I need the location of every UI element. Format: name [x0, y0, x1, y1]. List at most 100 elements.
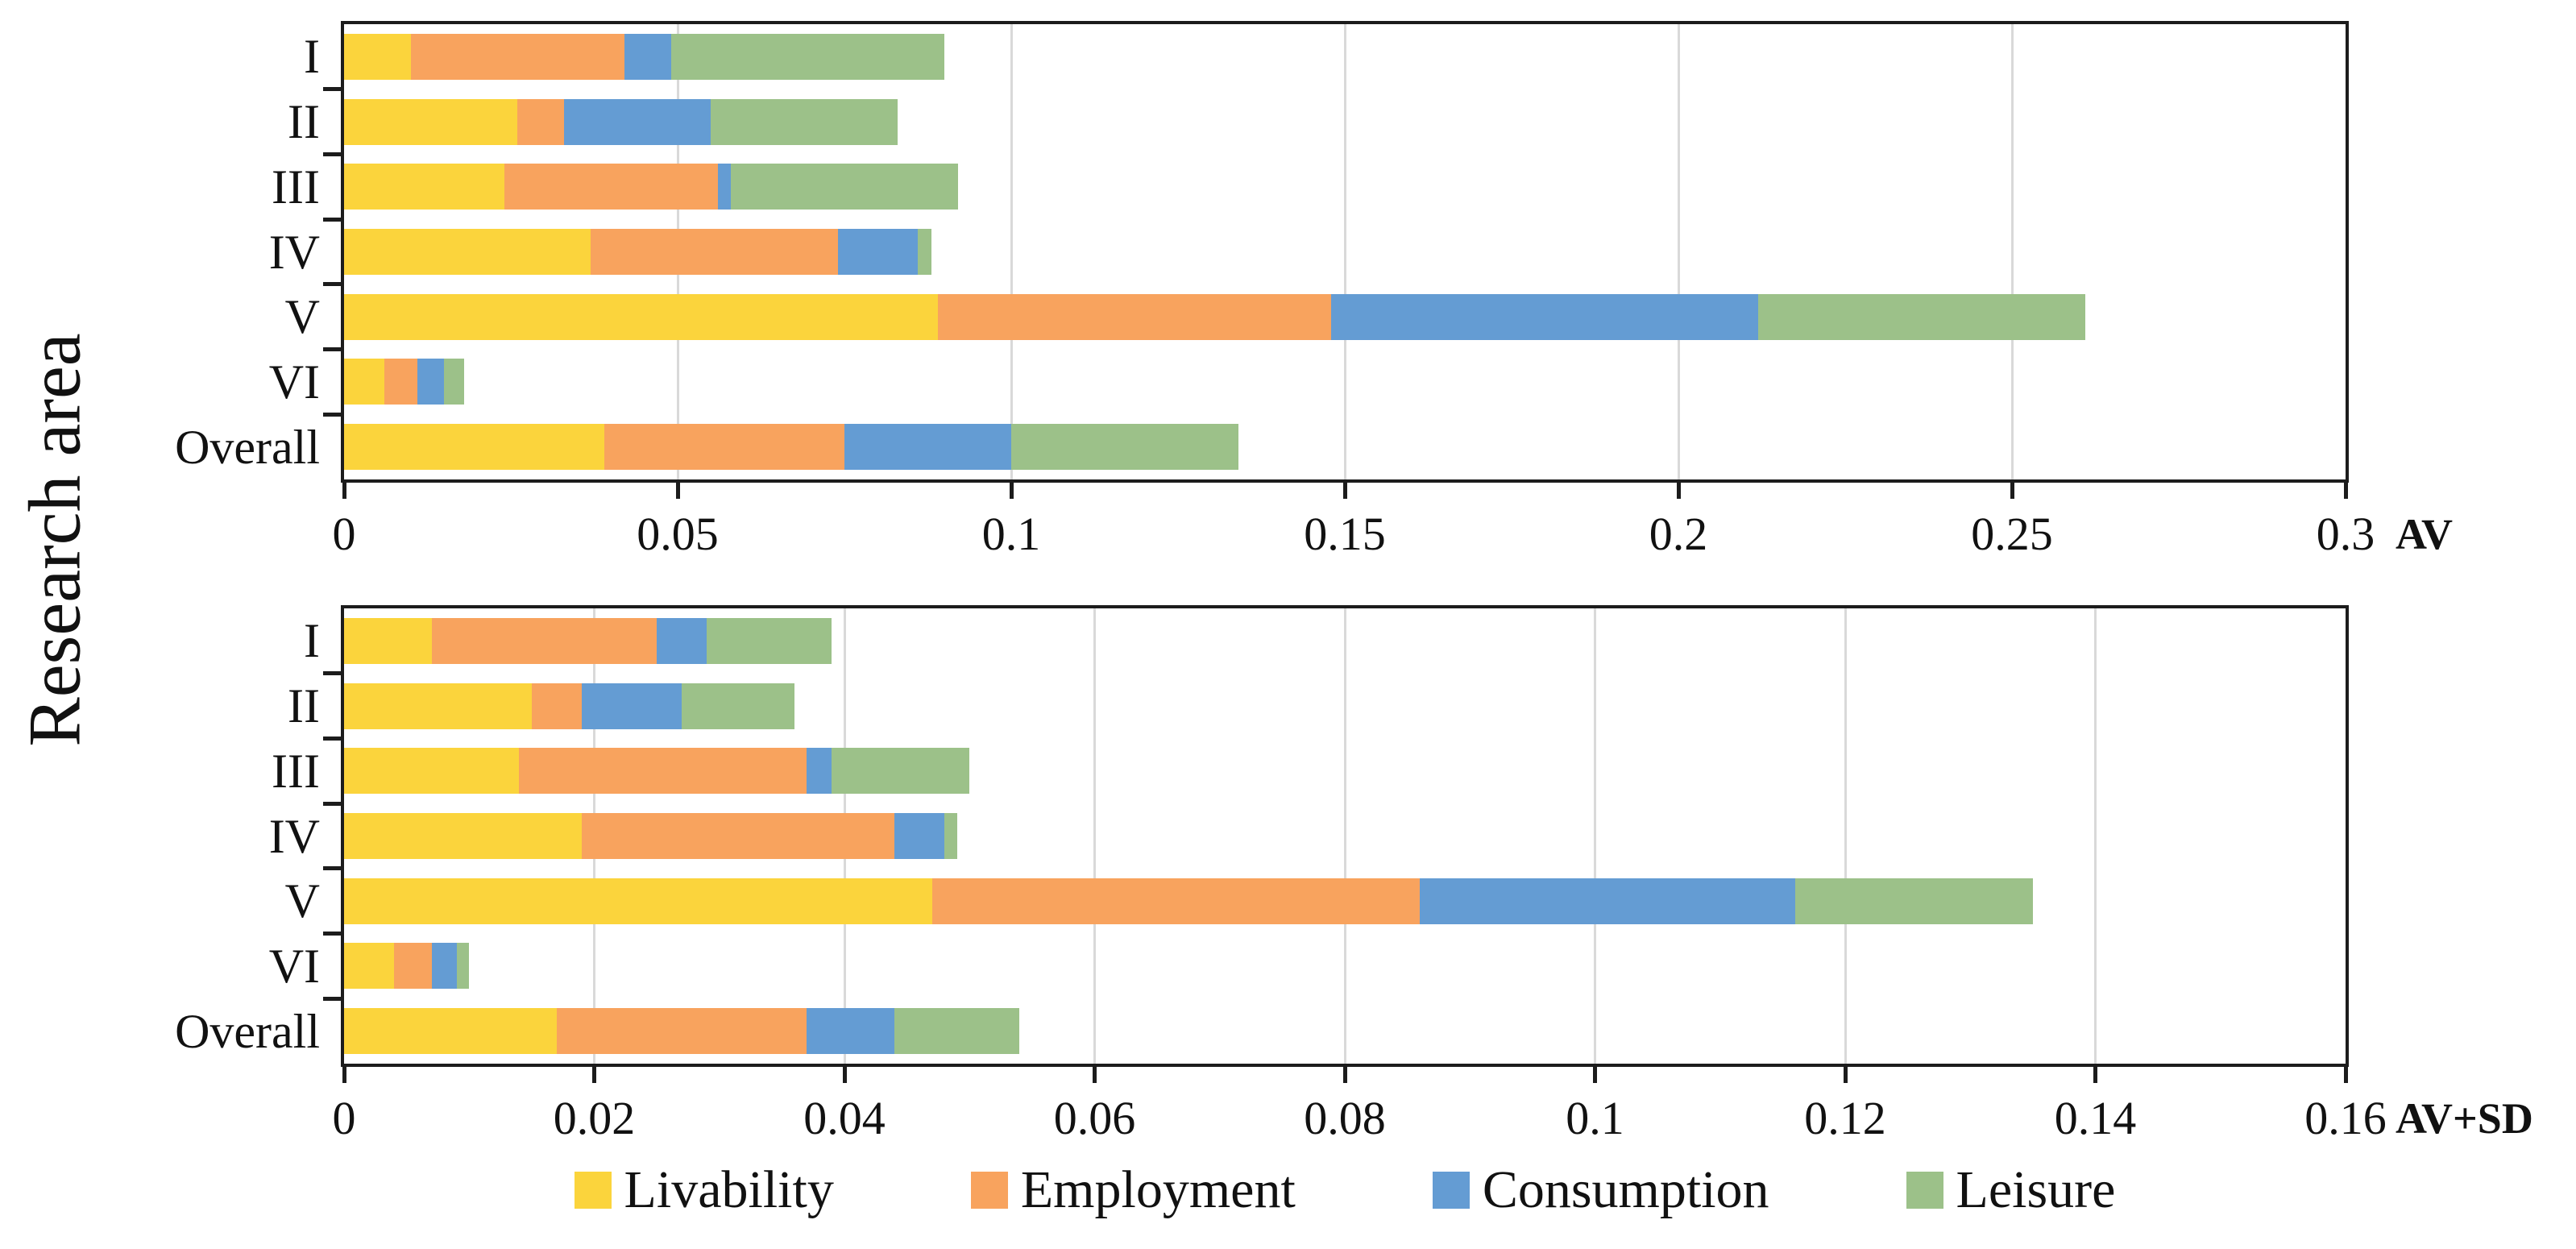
gridline	[1343, 608, 1346, 1064]
bar-segment-employment	[556, 1008, 807, 1055]
bar-segment-leisure	[1794, 878, 2033, 924]
x-tick-label: 0.1	[1566, 1092, 1624, 1144]
bar-row-i	[344, 33, 2346, 80]
bar-segment-consumption	[657, 617, 707, 664]
bar-row-v	[344, 293, 2346, 340]
x-tick-label: 0	[332, 508, 356, 560]
bar-segment-leisure	[711, 98, 898, 145]
gridline	[1093, 608, 1096, 1064]
x-tick-label: 0.25	[1971, 508, 2053, 560]
bar-row-iv	[344, 229, 2346, 275]
category-label-ii: II	[288, 95, 320, 149]
bar-segment-livability	[344, 813, 582, 859]
bar-row-vi	[344, 943, 2346, 990]
bar-segment-leisure	[670, 33, 945, 80]
category-label-overall: Overall	[175, 1004, 320, 1058]
gridline	[1010, 24, 1013, 479]
x-tick-label: 0.3	[2316, 508, 2375, 560]
category-tick	[323, 736, 341, 741]
bar-segment-livability	[344, 359, 384, 405]
bar-segment-leisure	[707, 617, 832, 664]
category-tick	[323, 151, 341, 156]
bar-row-iii	[344, 164, 2346, 210]
bar-row-i	[344, 617, 2346, 664]
plot-area	[341, 605, 2349, 1067]
bar-segment-consumption	[717, 164, 732, 210]
bar-row-iii	[344, 748, 2346, 795]
bar-segment-leisure	[944, 813, 957, 859]
bar-segment-consumption	[807, 1008, 895, 1055]
bar-segment-employment	[531, 683, 582, 729]
bar-segment-employment	[931, 878, 1421, 924]
legend: Livability Employment Consumption Leisure	[344, 1154, 2346, 1226]
category-label-vi: VI	[268, 939, 320, 993]
bar-segment-livability	[344, 748, 520, 795]
category-tick	[323, 801, 341, 806]
bar-segment-leisure	[918, 229, 931, 275]
x-tick-label: 0.2	[1649, 508, 1708, 560]
bar-segment-livability	[344, 229, 591, 275]
x-tick-label: 0.06	[1053, 1092, 1136, 1144]
x-axis-unit-label: AV	[2396, 510, 2454, 558]
bar-segment-leisure	[832, 748, 970, 795]
category-tick	[323, 87, 341, 92]
category-tick	[323, 996, 341, 1001]
legend-swatch-livability	[574, 1172, 612, 1209]
category-label-iii: III	[272, 744, 320, 798]
bar-segment-consumption	[581, 683, 682, 729]
x-axis-tick	[2343, 483, 2348, 499]
bar-segment-employment	[519, 748, 807, 795]
legend-swatch-consumption	[1432, 1172, 1470, 1209]
category-label-iv: IV	[268, 225, 320, 279]
bar-segment-leisure	[1758, 293, 2086, 340]
x-tick-label: 0.12	[1804, 1092, 1886, 1144]
bar-segment-livability	[344, 33, 411, 80]
legend-swatch-leisure	[1906, 1172, 1943, 1209]
category-label-iv: IV	[268, 809, 320, 863]
bar-segment-employment	[431, 617, 657, 664]
bar-segment-employment	[591, 229, 838, 275]
bar-segment-consumption	[807, 748, 832, 795]
bar-row-overall	[344, 1008, 2346, 1055]
bar-segment-consumption	[894, 813, 945, 859]
bar-segment-leisure	[682, 683, 794, 729]
bar-segment-consumption	[624, 33, 671, 80]
x-axis-tick	[592, 1067, 596, 1083]
gridline	[1594, 608, 1596, 1064]
plot-area	[341, 21, 2349, 483]
bar-row-ii	[344, 98, 2346, 145]
category-label-ii: II	[288, 679, 320, 733]
bar-segment-livability	[344, 943, 395, 990]
x-axis-tick	[842, 1067, 847, 1083]
bar-segment-employment	[604, 424, 844, 471]
gridline	[1677, 24, 1680, 479]
bar-segment-consumption	[431, 943, 457, 990]
bar-segment-livability	[344, 424, 604, 471]
category-label-v: V	[284, 290, 320, 344]
category-label-iii: III	[272, 160, 320, 214]
bar-row-ii	[344, 683, 2346, 729]
bar-segment-livability	[344, 683, 532, 729]
x-tick-label: 0.08	[1304, 1092, 1386, 1144]
x-axis-tick	[342, 483, 346, 499]
bar-row-v	[344, 878, 2346, 924]
bar-segment-consumption	[564, 98, 711, 145]
bar-segment-consumption	[837, 229, 919, 275]
gridline	[1343, 24, 1346, 479]
x-tick-label: 0.14	[2054, 1092, 2137, 1144]
x-tick-label: 0.1	[981, 508, 1041, 560]
x-tick-label: 0.15	[1304, 508, 1386, 560]
category-tick	[323, 671, 341, 676]
x-axis-tick	[675, 483, 680, 499]
x-axis-tick	[1093, 1067, 1097, 1083]
bar-segment-employment	[384, 359, 418, 405]
bar-segment-consumption	[1331, 293, 1759, 340]
bar-segment-consumption	[417, 359, 445, 405]
legend-item-livability: Livability	[574, 1162, 834, 1218]
bar-segment-livability	[344, 1008, 557, 1055]
bar-segment-livability	[344, 878, 932, 924]
legend-item-consumption: Consumption	[1432, 1162, 1769, 1218]
legend-item-leisure: Leisure	[1906, 1162, 2115, 1218]
legend-label: Employment	[1020, 1160, 1296, 1219]
